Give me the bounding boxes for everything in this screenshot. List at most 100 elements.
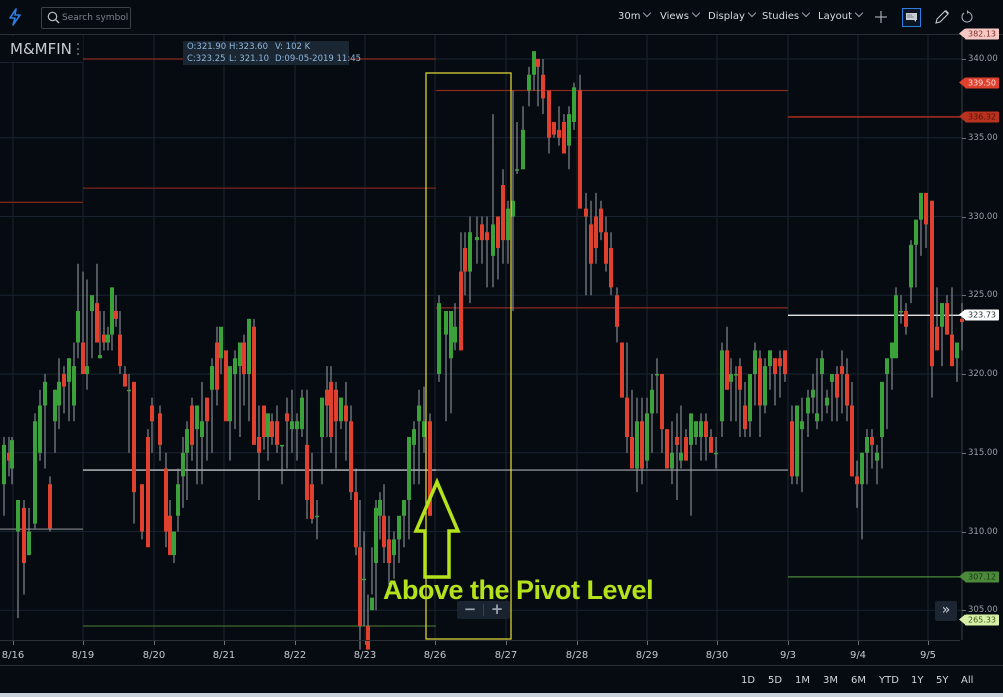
candle-body xyxy=(300,397,304,430)
candle-body xyxy=(635,421,639,469)
candle-body xyxy=(127,389,131,392)
candle-body xyxy=(98,355,102,359)
candle-body xyxy=(2,444,6,485)
candle-body xyxy=(123,374,127,387)
candle-body xyxy=(140,484,144,532)
time-tick xyxy=(506,641,507,645)
candle-body xyxy=(930,200,934,367)
time-tick xyxy=(154,641,155,645)
scroll-to-latest-button[interactable]: » xyxy=(935,601,957,621)
price-label: 310.00 xyxy=(968,526,998,537)
candle-body xyxy=(699,421,703,437)
interval-label: 30m xyxy=(618,11,641,22)
candle-body xyxy=(572,87,576,122)
range-5d[interactable]: 5D xyxy=(768,675,783,686)
candle-body xyxy=(362,578,366,581)
candle-body xyxy=(310,484,314,519)
candle-body xyxy=(630,437,634,469)
time-label: 8/27 xyxy=(494,650,518,661)
candle-body xyxy=(463,248,467,272)
chevron-down-icon xyxy=(747,8,757,18)
comment-icon[interactable] xyxy=(902,8,921,27)
range-1d[interactable]: 1D xyxy=(741,675,756,686)
lightning-logo-icon[interactable] xyxy=(7,8,23,26)
candle-body xyxy=(215,342,219,390)
candle-body xyxy=(806,397,810,414)
candle-body xyxy=(118,334,122,367)
candle-body xyxy=(609,248,613,288)
candle-body xyxy=(480,224,484,241)
zoom-in-button[interactable]: + xyxy=(490,600,504,618)
candle-body xyxy=(233,358,237,374)
candle-body xyxy=(855,476,859,485)
candle-body xyxy=(38,405,42,453)
candle-body xyxy=(547,90,551,138)
candle-body xyxy=(890,342,894,359)
reset-icon[interactable] xyxy=(958,8,976,26)
price-label: 325.00 xyxy=(968,290,998,301)
candle-body xyxy=(305,444,309,500)
candle-body xyxy=(665,429,669,469)
candle-body xyxy=(437,303,441,374)
candle-body xyxy=(468,232,472,272)
range-all[interactable]: All xyxy=(961,675,974,686)
time-label: 8/23 xyxy=(353,650,377,661)
candle-body xyxy=(725,350,729,390)
candle-body xyxy=(475,236,479,241)
more-options-icon[interactable] xyxy=(77,42,79,56)
range-5y[interactable]: 5Y xyxy=(936,675,949,686)
search-input[interactable] xyxy=(62,10,128,25)
candle-body xyxy=(48,484,52,529)
candle-body xyxy=(210,366,214,390)
time-tick xyxy=(365,641,366,645)
range-1m[interactable]: 1M xyxy=(795,675,810,686)
range-6m[interactable]: 6M xyxy=(851,675,866,686)
candle-body xyxy=(758,358,762,406)
range-1y[interactable]: 1Y xyxy=(911,675,924,686)
candle-body xyxy=(795,405,799,477)
ohlc-low: L: 321.10 xyxy=(229,54,270,64)
range-bar: 1D 5D 1M 3M 6M YTD 1Y 5Y All xyxy=(0,665,1003,694)
price-tick xyxy=(962,374,966,375)
candle-body xyxy=(604,232,608,264)
search-box[interactable] xyxy=(41,7,131,29)
time-label: 8/16 xyxy=(1,650,25,661)
candle-body xyxy=(95,303,99,343)
interval-dropdown[interactable]: 30m xyxy=(618,8,652,22)
candle-body xyxy=(914,219,918,245)
zoom-out-button[interactable]: − xyxy=(463,600,477,618)
candle-body xyxy=(449,311,453,359)
time-tick xyxy=(717,641,718,645)
display-menu[interactable]: Display xyxy=(708,8,757,22)
candle-body xyxy=(521,129,525,170)
time-label: 8/30 xyxy=(705,650,729,661)
range-ytd[interactable]: YTD xyxy=(879,675,899,686)
candle-body xyxy=(412,429,416,445)
pencil-draw-icon[interactable] xyxy=(933,8,951,26)
price-label: 305.00 xyxy=(968,605,998,616)
candlestick-chart[interactable] xyxy=(0,35,1003,665)
candle-body xyxy=(392,539,396,556)
layout-menu[interactable]: Layout xyxy=(818,8,864,22)
range-3m[interactable]: 3M xyxy=(823,675,838,686)
time-tick xyxy=(435,641,436,645)
candle-body xyxy=(720,350,724,422)
candle-body xyxy=(640,421,644,469)
candle-body xyxy=(53,389,57,422)
plus-crosshair-icon[interactable] xyxy=(872,8,890,26)
views-menu[interactable]: Views xyxy=(660,8,701,22)
time-label: 8/29 xyxy=(635,650,659,661)
candle-body xyxy=(615,295,619,327)
studies-label: Studies xyxy=(762,11,800,22)
candle-body xyxy=(496,216,500,248)
time-axis[interactable]: 8/16 8/19 8/20 8/21 8/22 8/23 8/26 8/27 8/28 8/29… xyxy=(0,640,960,666)
top-toolbar: 30m Views Display Studies Layout xyxy=(0,0,1003,35)
candle-body xyxy=(27,531,31,556)
studies-menu[interactable]: Studies xyxy=(762,8,811,22)
candle-body xyxy=(43,381,47,406)
candle-body xyxy=(689,413,693,445)
candle-body xyxy=(515,169,519,171)
candle-body xyxy=(16,500,20,532)
candle-body xyxy=(778,358,782,367)
time-tick xyxy=(577,641,578,645)
